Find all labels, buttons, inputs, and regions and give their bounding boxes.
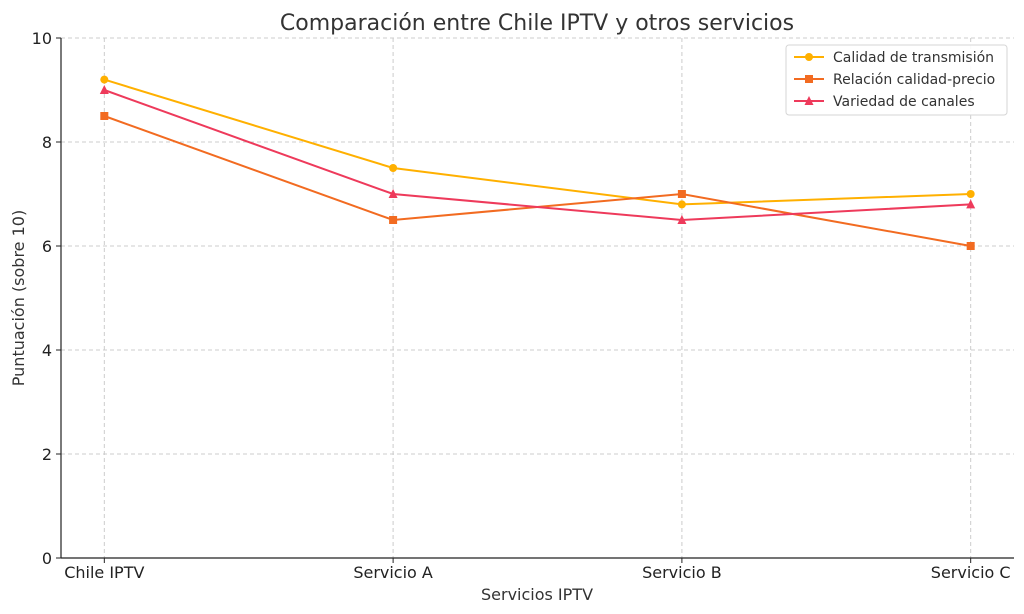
legend-box [785, 44, 1008, 116]
data-point [389, 164, 398, 172]
data-point [99, 85, 109, 94]
x-tick-label: Servicio A [353, 563, 433, 582]
y-tick-label: 2 [42, 445, 52, 464]
x-axis-label: Servicios IPTV [481, 585, 593, 604]
legend-item: Calidad de transmisión [794, 50, 994, 66]
y-tick-label: 6 [42, 237, 52, 256]
data-point [966, 199, 976, 209]
legend-marker [804, 96, 814, 105]
x-tick-label: Servicio C [931, 563, 1011, 582]
series-line [103, 115, 971, 247]
legend-marker [805, 75, 813, 83]
legend-label: Calidad de transmisión [833, 50, 994, 66]
series-3 [99, 85, 976, 224]
chart-title: Comparación entre Chile IPTV y otros ser… [280, 11, 794, 36]
legend: Calidad de transmisión Relación calidad-p… [785, 44, 1008, 116]
legend-marker [805, 53, 813, 61]
series-group [99, 75, 976, 250]
legend-label: Variedad de canales [833, 94, 975, 110]
data-point [388, 189, 398, 198]
data-point [677, 215, 687, 224]
series-2 [100, 112, 975, 250]
x-tick-label: Servicio B [642, 563, 722, 582]
data-point [966, 190, 975, 198]
legend-label: Relación calidad-precio [833, 72, 995, 88]
y-tick-labels: 0 2 4 6 8 10 [32, 29, 52, 568]
y-axis-label: Puntuación (sobre 10) [9, 210, 28, 386]
legend-item: Variedad de canales [794, 94, 975, 110]
axes [56, 37, 1014, 563]
series-line [103, 89, 971, 222]
data-point [389, 216, 398, 224]
series-line [104, 78, 971, 206]
data-point [677, 190, 686, 198]
y-tick-label: 8 [42, 133, 52, 152]
grid [61, 37, 1014, 558]
data-point [966, 242, 975, 250]
y-tick-label: 0 [42, 549, 52, 568]
y-tick-label: 10 [32, 29, 52, 48]
x-tick-label: Chile IPTV [64, 563, 144, 582]
y-tick-label: 4 [42, 341, 52, 360]
series-1 [100, 75, 975, 209]
data-point [100, 112, 109, 120]
data-point [100, 75, 109, 84]
data-point [677, 200, 686, 209]
x-tick-labels: Chile IPTV Servicio A Servicio B Servicio C [64, 563, 1010, 582]
legend-item: Relación calidad-precio [794, 72, 995, 88]
